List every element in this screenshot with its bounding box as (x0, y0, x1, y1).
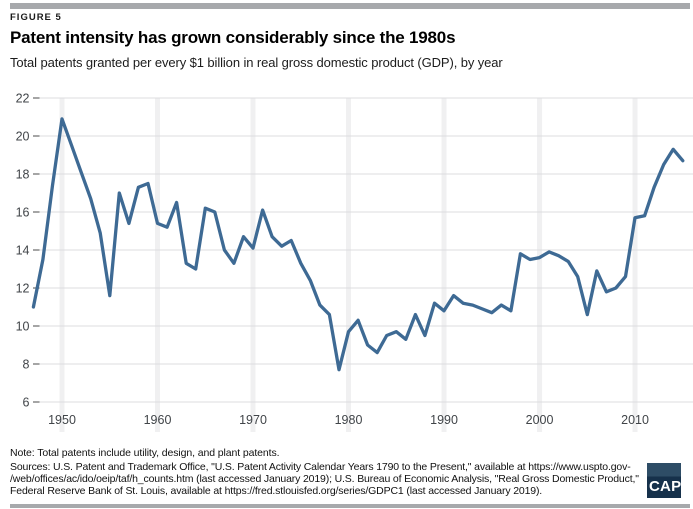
x-tick-label: 1960 (144, 413, 172, 427)
x-tick-label: 1950 (48, 413, 76, 427)
decade-band (632, 98, 638, 432)
y-tick-label: 12 (16, 281, 30, 295)
x-tick-label: 1980 (335, 413, 363, 427)
x-tick-label: 1970 (239, 413, 267, 427)
x-tick-label: 1990 (430, 413, 458, 427)
decade-band (155, 98, 161, 432)
top-rule (10, 3, 690, 9)
cap-logo: CAP (647, 463, 681, 498)
y-tick-label: 22 (16, 91, 30, 105)
decade-band (250, 98, 256, 432)
y-tick-label: 6 (23, 395, 30, 409)
y-tick-label: 14 (16, 243, 30, 257)
y-tick-label: 16 (16, 205, 30, 219)
cap-logo-text: CAP (649, 478, 682, 495)
sources-text: Sources: U.S. Patent and Trademark Offic… (10, 461, 639, 498)
figure-subtitle: Total patents granted per every $1 billi… (10, 55, 503, 70)
decade-band (537, 98, 543, 432)
bottom-rule (10, 504, 690, 508)
note-text: Note: Total patents include utility, des… (10, 447, 280, 459)
x-tick-label: 2010 (621, 413, 649, 427)
y-tick-label: 8 (23, 357, 30, 371)
decade-band (346, 98, 352, 432)
y-tick-label: 20 (16, 129, 30, 143)
decade-band (59, 98, 65, 432)
y-tick-label: 18 (16, 167, 30, 181)
decade-band (441, 98, 447, 432)
x-tick-label: 2000 (526, 413, 554, 427)
trend-line (31, 117, 685, 372)
y-tick-label: 10 (16, 319, 30, 333)
figure-title: Patent intensity has grown considerably … (10, 28, 456, 47)
figure-label: FIGURE 5 (10, 12, 62, 23)
